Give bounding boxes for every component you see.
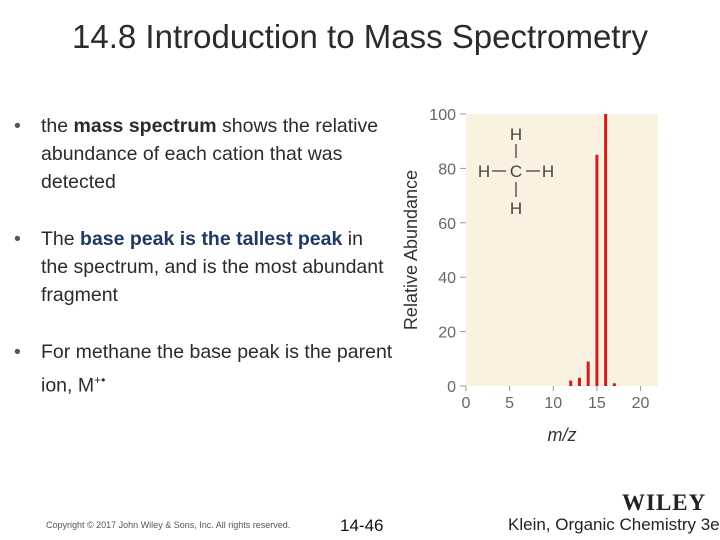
copyright-notice: Copyright © 2017 John Wiley & Sons, Inc.… bbox=[46, 520, 291, 530]
bullet-base-peak: The base peak is the tallest peak in the… bbox=[14, 225, 394, 309]
bar-mz-14 bbox=[586, 361, 590, 386]
bullet-text: in the spectrum, and is the most abundan… bbox=[41, 228, 384, 306]
x-axis-label: m/z bbox=[548, 425, 577, 445]
bullet-methane: For methane the base peak is the parent … bbox=[14, 338, 394, 400]
wiley-logo: WILEY bbox=[622, 490, 707, 515]
bar-mz-17 bbox=[612, 383, 616, 386]
page-number: 14-46 bbox=[340, 516, 384, 535]
book-credit: Klein, Organic Chemistry 3e bbox=[508, 515, 720, 534]
y-tick-label: 20 bbox=[438, 325, 456, 342]
radical-cation-superscript: +• bbox=[94, 373, 106, 387]
bullet-list: the mass spectrum shows the relative abu… bbox=[14, 112, 394, 429]
y-tick-label: 40 bbox=[438, 270, 456, 287]
bar-series bbox=[569, 114, 616, 386]
axis-ticks: 0 20 40 60 80 100 0 5 10 15 20 bbox=[429, 107, 649, 412]
bullet-text: shows the relative abundance of each cat… bbox=[41, 115, 379, 193]
bullet-mass-spectrum: the mass spectrum shows the relative abu… bbox=[14, 112, 394, 196]
bullet-emphasis: base peak is the tallest peak bbox=[80, 228, 343, 250]
hydrogen-top: H bbox=[510, 125, 522, 144]
x-tick-label: 10 bbox=[544, 395, 562, 412]
slide-title: 14.8 Introduction to Mass Spectrometry bbox=[72, 18, 648, 55]
y-tick-label: 80 bbox=[438, 161, 456, 178]
methane-structure: H H C H H bbox=[478, 125, 554, 218]
x-tick-label: 0 bbox=[462, 395, 471, 412]
bar-mz-15 bbox=[595, 154, 599, 386]
bullet-emphasis: mass spectrum bbox=[73, 115, 217, 137]
hydrogen-bottom: H bbox=[510, 199, 522, 218]
bullet-text: The bbox=[41, 228, 81, 250]
y-tick-label: 0 bbox=[447, 379, 456, 396]
bullet-text: the bbox=[41, 115, 74, 137]
y-axis-label: Relative Abundance bbox=[401, 170, 421, 330]
bar-mz-16 bbox=[604, 114, 608, 386]
hydrogen-left: H bbox=[478, 162, 490, 181]
bar-mz-12 bbox=[569, 380, 573, 386]
y-tick-label: 100 bbox=[429, 107, 456, 124]
plot-area bbox=[466, 114, 658, 386]
x-tick-label: 5 bbox=[505, 395, 514, 412]
mass-spectrum-chart: Relative Abundance m/z 0 20 40 60 80 100 0 5 10 1… bbox=[398, 96, 698, 456]
hydrogen-right: H bbox=[542, 162, 554, 181]
x-tick-label: 15 bbox=[588, 395, 606, 412]
chart-svg: Relative Abundance m/z 0 20 40 60 80 100 0 5 10 1… bbox=[401, 107, 658, 445]
bar-mz-13 bbox=[577, 377, 581, 386]
x-tick-label: 20 bbox=[632, 395, 650, 412]
carbon-atom: C bbox=[510, 162, 522, 181]
bullet-text: For methane the base peak is the parent … bbox=[41, 341, 393, 397]
y-tick-label: 60 bbox=[438, 216, 456, 233]
